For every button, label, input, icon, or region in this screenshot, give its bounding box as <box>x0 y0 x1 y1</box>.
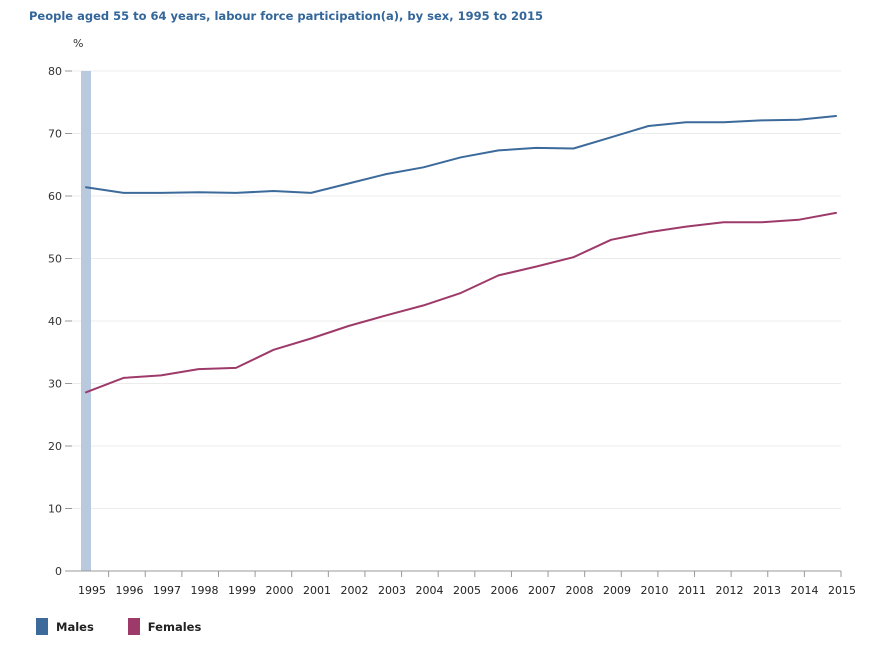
y-tick-label: 40 <box>48 315 62 328</box>
x-tick-label: 1999 <box>228 584 256 597</box>
x-tick-label: 2010 <box>641 584 669 597</box>
legend-swatch-females <box>127 618 140 635</box>
y-tick-label: 30 <box>48 378 62 391</box>
y-tick-label: 0 <box>55 565 62 578</box>
legend-item-males[interactable]: Males <box>36 618 94 635</box>
x-tick-label: 2007 <box>528 584 556 597</box>
x-tick-label: 2003 <box>378 584 406 597</box>
y-tick-label: 20 <box>48 440 62 453</box>
gridlines <box>72 70 841 509</box>
x-tick-label: 2004 <box>416 584 444 597</box>
x-tick-label: 2009 <box>603 584 631 597</box>
x-tick-label: 2014 <box>791 584 819 597</box>
legend-label-females: Females <box>147 619 202 634</box>
x-tick-label: 2011 <box>678 584 706 597</box>
x-tick-label: 1997 <box>153 584 181 597</box>
y-tick-label: 50 <box>48 253 62 266</box>
series-line-males[interactable] <box>85 115 837 194</box>
x-tick-label: 2012 <box>716 584 744 597</box>
x-tick-label: 2013 <box>753 584 781 597</box>
first-year-highlight-band <box>81 71 91 571</box>
y-tick-label: 70 <box>48 128 62 141</box>
chart-title: People aged 55 to 64 years, labour force… <box>29 9 543 23</box>
series-line-females[interactable] <box>85 211 837 394</box>
y-axis-ticks: 0 10 20 30 40 50 60 70 80 <box>48 65 72 578</box>
legend-item-females[interactable]: Females <box>127 618 202 635</box>
x-tick-label: 2000 <box>266 584 294 597</box>
x-tick-label: 2005 <box>453 584 481 597</box>
y-axis-unit: % <box>73 37 83 50</box>
legend-label-males: Males <box>56 619 94 634</box>
x-tick-label: 2001 <box>303 584 331 597</box>
legend: Males Females <box>36 618 235 635</box>
x-tick-label: 2008 <box>566 584 594 597</box>
x-tick-label: 2002 <box>341 584 369 597</box>
y-tick-label: 80 <box>48 65 62 78</box>
x-tick-label: 1996 <box>116 584 144 597</box>
x-tick-label: 1995 <box>78 584 106 597</box>
series-lines <box>85 115 837 394</box>
legend-swatch-males <box>36 618 48 635</box>
y-tick-label: 10 <box>48 503 62 516</box>
x-tick-label: 2006 <box>491 584 519 597</box>
x-tick-label: 2015 <box>828 584 856 597</box>
x-tick-label: 1998 <box>191 584 219 597</box>
x-axis: 1995 1996 1997 1998 1999 2000 2001 2002 2003 2004… <box>72 570 856 597</box>
y-tick-label: 60 <box>48 190 62 203</box>
